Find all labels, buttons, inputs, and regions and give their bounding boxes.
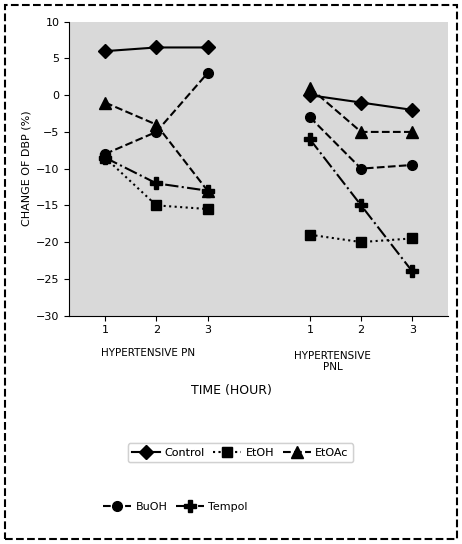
Y-axis label: CHANGE OF DBP (%): CHANGE OF DBP (%) xyxy=(22,111,32,226)
Legend: BuOH, Tempol: BuOH, Tempol xyxy=(99,498,252,517)
Text: HYPERTENSIVE PN: HYPERTENSIVE PN xyxy=(101,348,195,358)
Legend: Control, EtOH, EtOAc: Control, EtOH, EtOAc xyxy=(128,443,353,462)
Text: TIME (HOUR): TIME (HOUR) xyxy=(190,384,272,397)
Text: HYPERTENSIVE
PNL: HYPERTENSIVE PNL xyxy=(294,351,371,373)
